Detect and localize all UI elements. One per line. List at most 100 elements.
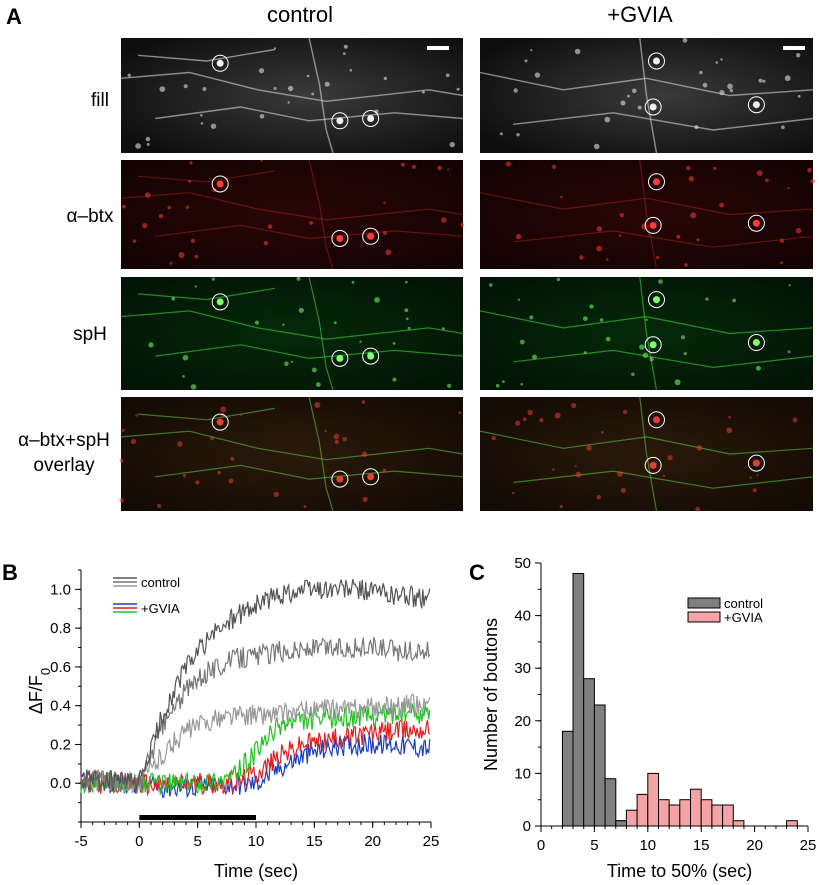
punctum — [382, 468, 387, 473]
histogram-bar-gvia — [690, 788, 702, 827]
series-line-control — [80, 578, 431, 794]
punctum — [190, 384, 197, 390]
bouton-circle-marker — [211, 175, 229, 193]
bouton-spot — [752, 339, 760, 347]
y-tick-label: 0.6 — [50, 659, 71, 676]
punctum — [324, 429, 327, 433]
x-tick-label: 20 — [746, 837, 763, 854]
bouton-spot — [336, 234, 344, 242]
neurite-trace — [155, 464, 464, 480]
y-tick-label: 50 — [514, 555, 531, 572]
punctum — [719, 202, 725, 208]
neurite-trace — [155, 224, 464, 240]
punctum — [522, 417, 527, 422]
x-tick-label: 5 — [590, 837, 598, 854]
bouton-spot — [649, 221, 657, 229]
punctum — [749, 476, 752, 479]
punctum — [658, 279, 663, 284]
bouton-spot — [649, 103, 657, 111]
histogram-bar-gvia — [732, 820, 745, 827]
punctum — [142, 223, 148, 229]
punctum — [211, 277, 215, 281]
punctum — [122, 204, 126, 209]
histogram-bar-control — [572, 573, 585, 827]
punctum — [662, 474, 666, 478]
histogram-bar-gvia — [711, 804, 724, 827]
y-tick-label: 0.2 — [50, 736, 71, 753]
punctum — [762, 79, 766, 83]
x-tick-label: 25 — [423, 833, 440, 850]
punctum — [622, 409, 628, 415]
punctum — [132, 239, 137, 243]
punctum — [617, 471, 623, 477]
neurite-trace — [120, 71, 464, 103]
punctum — [298, 307, 304, 313]
y-tick-label: 10 — [514, 765, 531, 782]
micrograph-background — [480, 160, 813, 269]
punctum — [309, 221, 314, 225]
punctum — [189, 161, 193, 165]
punctum — [342, 52, 346, 55]
punctum — [520, 383, 523, 386]
bouton-circle-marker — [331, 470, 349, 488]
punctum — [361, 400, 366, 404]
y-tick-label: 40 — [514, 608, 531, 625]
punctum — [210, 436, 215, 441]
x-axis-label: Time to 50% (sec) — [607, 861, 752, 881]
punctum — [784, 75, 791, 82]
punctum — [810, 179, 815, 184]
bouton-circle-marker — [747, 96, 765, 114]
x-tick-label: 15 — [693, 837, 710, 854]
punctum — [404, 308, 409, 313]
punctum — [182, 473, 187, 478]
punctum — [267, 224, 273, 229]
micrograph-fill-gvia — [479, 37, 814, 154]
y-tick-label: 0.4 — [50, 698, 71, 715]
punctum — [556, 277, 561, 282]
punctum — [515, 420, 521, 426]
bouton-circle-marker — [331, 229, 349, 247]
punctum — [400, 162, 405, 167]
bouton-spot — [652, 57, 660, 65]
punctum — [374, 297, 380, 303]
punctum — [605, 258, 609, 261]
punctum — [690, 212, 697, 219]
punctum — [683, 352, 687, 356]
punctum — [167, 205, 171, 210]
punctum — [296, 276, 301, 281]
bouton-spot — [752, 101, 760, 109]
bouton-spot — [752, 459, 760, 467]
bouton-circle-marker — [747, 214, 765, 232]
bouton-spot — [649, 341, 657, 349]
punctum — [604, 116, 611, 123]
punctum — [699, 70, 703, 75]
histogram-bar-control — [561, 730, 574, 827]
punctum — [599, 318, 604, 322]
neurite-trace — [513, 230, 814, 248]
punctum — [596, 245, 602, 252]
punctum — [527, 409, 533, 416]
punctum — [796, 53, 801, 58]
punctum — [282, 323, 285, 326]
histogram-bar-gvia — [636, 793, 649, 827]
bouton-circle-marker — [747, 334, 765, 352]
micrograph-btx-control — [120, 159, 465, 270]
punctum — [495, 383, 500, 388]
neurite-trace — [308, 37, 334, 154]
column-label-gvia: +GVIA — [607, 2, 673, 27]
neurite-trace — [479, 192, 814, 216]
punctum — [392, 377, 397, 382]
scale-bar — [783, 46, 805, 50]
punctum — [194, 254, 199, 259]
punctum — [441, 217, 447, 223]
punctum — [596, 495, 601, 500]
bouton-circle-marker — [362, 347, 380, 365]
punctum — [758, 78, 763, 83]
punctum — [263, 241, 269, 246]
punctum — [194, 285, 197, 288]
panel-c-letter: C — [469, 560, 485, 585]
neurite-trace — [308, 396, 334, 512]
y-tick-label: 0.8 — [50, 620, 71, 637]
punctum — [447, 168, 450, 171]
punctum — [797, 94, 801, 98]
